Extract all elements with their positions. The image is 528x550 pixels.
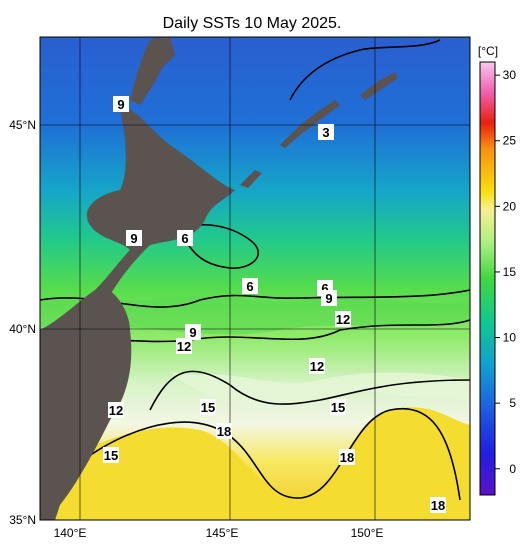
contour-label-bg [430,497,446,513]
contour-label: 9 [189,325,196,340]
sst-band [170,372,470,409]
colorbar-tick-label: 30 [503,68,517,82]
colorbar [479,61,496,496]
warm-water [40,407,470,520]
contour-label-bg [330,399,346,415]
contour-label-bg [185,324,201,340]
contour-label: 6 [181,231,188,246]
contour-label-bg [200,399,216,415]
contour-label: 9 [325,291,332,306]
plot-frame [39,36,471,521]
contour-label: 6 [246,279,253,294]
colorbar-ticks: 0 5 10 15 20 25 30 [495,68,516,476]
lon-label: 140°E [54,526,87,540]
contour-label: 6 [321,281,328,296]
contour-label-bg [176,338,192,354]
colorbar-unit: [°C] [478,44,498,58]
lat-label: 35°N [9,513,36,527]
graticule [40,37,470,520]
lat-label: 45°N [9,118,36,132]
colorbar-tick-label: 10 [503,331,517,345]
contour-label: 15 [331,400,345,415]
contour-label-bg [108,402,124,418]
contour-label-bg [318,124,334,140]
contour-label-bg [309,358,325,374]
contour-label: 15 [104,448,118,463]
contour-label-bg [242,278,258,294]
contour-label-bg [177,230,193,246]
contour-label-bg [113,96,129,112]
colorbar-tick-label: 20 [503,199,517,213]
colorbar-tick-label: 5 [509,396,516,410]
contour-label-bg [339,449,355,465]
contour-label: 18 [217,424,231,439]
contour-label: 18 [340,450,354,465]
colorbar-tick-label: 25 [503,134,517,148]
contour-label-bg [216,423,232,439]
contour-label: 15 [201,400,215,415]
contour-label: 18 [431,498,445,513]
title: Daily SSTs 10 May 2025. [163,15,342,32]
colorbar-tick-label: 15 [503,265,517,279]
contour-label-bg [103,447,119,463]
contour-label: 3 [322,125,329,140]
contour-label-bg [126,230,142,246]
contour-label: 12 [310,359,324,374]
contour-label: 12 [177,339,191,354]
lat-label: 40°N [9,322,36,336]
land [40,37,398,520]
contour-label: 12 [109,403,123,418]
lon-label: 150°E [351,526,384,540]
colorbar-tick-label: 0 [509,462,516,476]
contour-label-bg [335,311,351,327]
contour-label-bg [321,290,337,306]
lon-label: 145°E [206,526,239,540]
contour-label: 9 [130,231,137,246]
contour-label: 9 [117,97,124,112]
contour-label: 12 [336,312,350,327]
